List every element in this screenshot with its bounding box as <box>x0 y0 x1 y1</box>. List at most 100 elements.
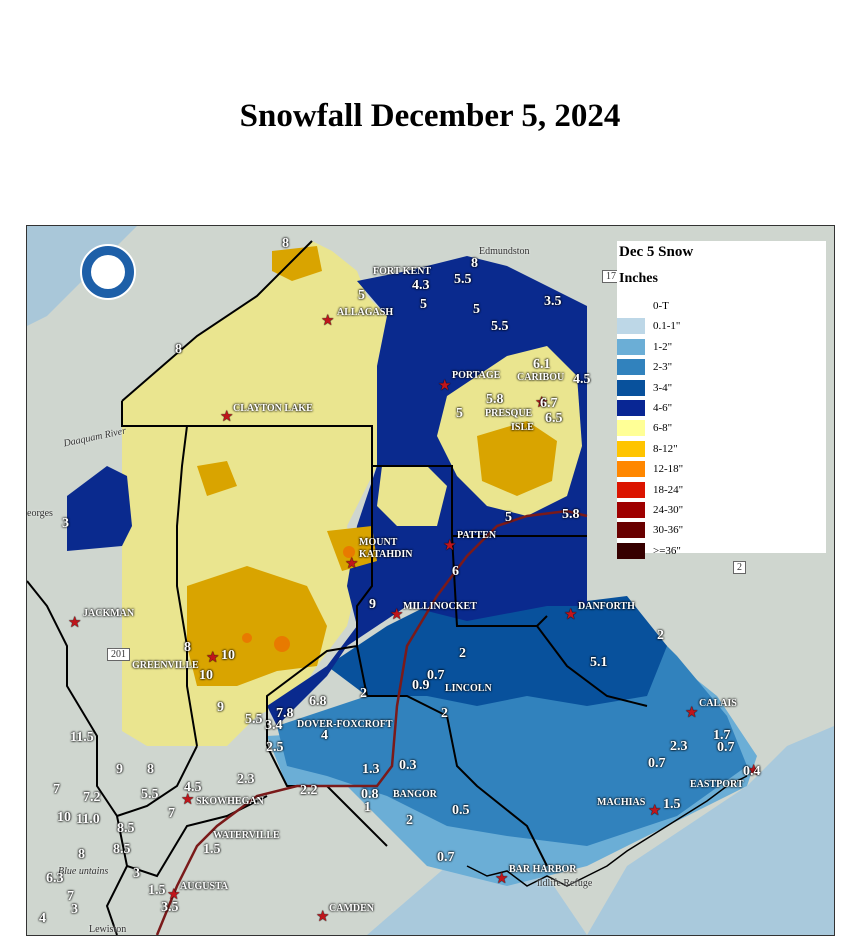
legend-item: 8-12" <box>617 439 826 459</box>
snow-report: 8 <box>175 342 182 357</box>
snow-report: 0.8 <box>361 787 379 802</box>
legend-item: 30-36" <box>617 520 826 540</box>
city-mount-katahdin-1: MOUNT <box>359 537 398 548</box>
snow-report: 3 <box>62 516 69 531</box>
snow-report: 8 <box>471 256 478 271</box>
legend-item: 18-24" <box>617 480 826 500</box>
snow-report: 4 <box>321 728 328 743</box>
city-waterville: WATERVILLE <box>213 830 280 841</box>
snow-zone-8-12-e <box>197 461 237 496</box>
label-georges: eorges <box>27 508 53 519</box>
snow-report: 6 <box>452 564 459 579</box>
city-caribou: CARIBOU <box>517 372 565 383</box>
snow-report: 11.5 <box>70 730 94 745</box>
snow-report: 6.1 <box>533 357 551 372</box>
city-presque-isle-2: ISLE <box>511 422 534 433</box>
legend-swatch <box>617 338 645 355</box>
highway-201-shield: 201 <box>107 648 130 661</box>
snow-report: 2.3 <box>670 739 688 754</box>
snow-report: 10 <box>221 648 235 663</box>
star-icon: ★ <box>206 650 220 666</box>
map-title: Snowfall December 5, 2024 <box>239 98 621 134</box>
snow-zone-12-18-b <box>242 633 252 643</box>
city-skowhegan: SKOWHEGAN <box>196 796 264 807</box>
snow-report: 1.3 <box>362 762 380 777</box>
legend-swatch <box>617 400 645 416</box>
snow-report: 2.3 <box>237 772 255 787</box>
snow-report: 3.4 <box>265 718 283 733</box>
snow-report: 5.5 <box>454 272 472 287</box>
coastline <box>466 775 748 887</box>
city-portage: PORTAGE <box>452 370 501 381</box>
snow-report: 4 <box>39 911 46 926</box>
city-jackman: JACKMAN <box>83 608 135 619</box>
snowfall-map[interactable]: Edmundston eorges Daaquam River Blue unt… <box>26 225 835 936</box>
star-icon: ★ <box>181 792 195 808</box>
legend-label: 12-18" <box>653 463 684 476</box>
snow-report: 7.8 <box>276 706 294 721</box>
snow-report: 5.1 <box>590 655 608 670</box>
snow-report: 7 <box>168 806 175 821</box>
city-dover-foxcroft: DOVER-FOXCROFT <box>297 719 393 730</box>
star-icon: ★ <box>438 378 452 394</box>
snow-report: 0.9 <box>412 678 430 693</box>
snow-report: 2.2 <box>300 783 318 798</box>
legend-swatch <box>617 318 645 335</box>
city-calais: CALAIS <box>699 698 737 709</box>
city-danforth: DANFORTH <box>578 601 635 612</box>
star-icon: ★ <box>564 607 578 623</box>
city-lincoln: LINCOLN <box>445 683 492 694</box>
legend-label: 8-12" <box>653 442 678 455</box>
legend-label: 2-3" <box>653 361 673 374</box>
star-icon: ★ <box>495 871 509 887</box>
star-icon: ★ <box>68 615 82 631</box>
city-mount-katahdin-2: KATAHDIN <box>359 549 413 560</box>
legend-units: Inches <box>619 271 658 286</box>
snow-zone-8-12-b <box>477 421 557 496</box>
legend-swatch <box>617 461 645 478</box>
city-millinocket: MILLINOCKET <box>403 601 477 612</box>
snow-report: 4.5 <box>184 780 202 795</box>
snow-report: 2 <box>657 628 664 643</box>
legend-label: 0.1-1" <box>653 320 681 333</box>
legend-swatch <box>617 481 645 498</box>
star-icon: ★ <box>648 803 662 819</box>
snow-report: 8 <box>147 762 154 777</box>
star-icon: ★ <box>220 409 234 425</box>
star-icon: ★ <box>747 763 761 779</box>
highway-2-shield: 2 <box>733 561 746 574</box>
snow-report: 5 <box>358 288 365 303</box>
snow-report: 5.5 <box>491 319 509 334</box>
star-icon: ★ <box>443 538 457 554</box>
snow-report: 6.7 <box>540 396 558 411</box>
legend-label: 6-8" <box>653 422 673 435</box>
snow-report: 5 <box>473 302 480 317</box>
snow-report: 2 <box>406 813 413 828</box>
snow-report: 8 <box>78 847 85 862</box>
snow-report: 2 <box>360 686 367 701</box>
snow-zone-12-18-a <box>274 636 290 652</box>
legend-label: >=36" <box>653 544 681 557</box>
snow-zone-12-18-c <box>343 546 355 558</box>
snow-report: 10 <box>199 668 213 683</box>
label-lewiston: Lewiston <box>89 924 127 935</box>
legend-label: 24-30" <box>653 504 684 516</box>
snow-report: 1.5 <box>203 842 221 857</box>
snow-report: 7 <box>67 889 74 904</box>
snow-report: 1 <box>364 800 371 815</box>
legend-label: 18-24" <box>653 483 684 496</box>
snow-report: 3 <box>71 902 78 917</box>
star-icon: ★ <box>316 909 330 925</box>
city-augusta: AUGUSTA <box>180 881 229 892</box>
legend-item: 2-3" <box>617 357 826 377</box>
legend-item: 3-4" <box>617 378 826 398</box>
legend-swatch <box>617 420 645 437</box>
snow-report: 3 <box>133 866 140 881</box>
snow-report: 3.5 <box>544 294 562 309</box>
star-icon: ★ <box>345 556 359 572</box>
snow-report: 5 <box>505 510 512 525</box>
snow-report: 4.3 <box>412 278 430 293</box>
snow-zone-8-12-a <box>187 566 327 686</box>
snow-report: 5.5 <box>245 712 263 727</box>
legend-swatch <box>617 359 645 376</box>
